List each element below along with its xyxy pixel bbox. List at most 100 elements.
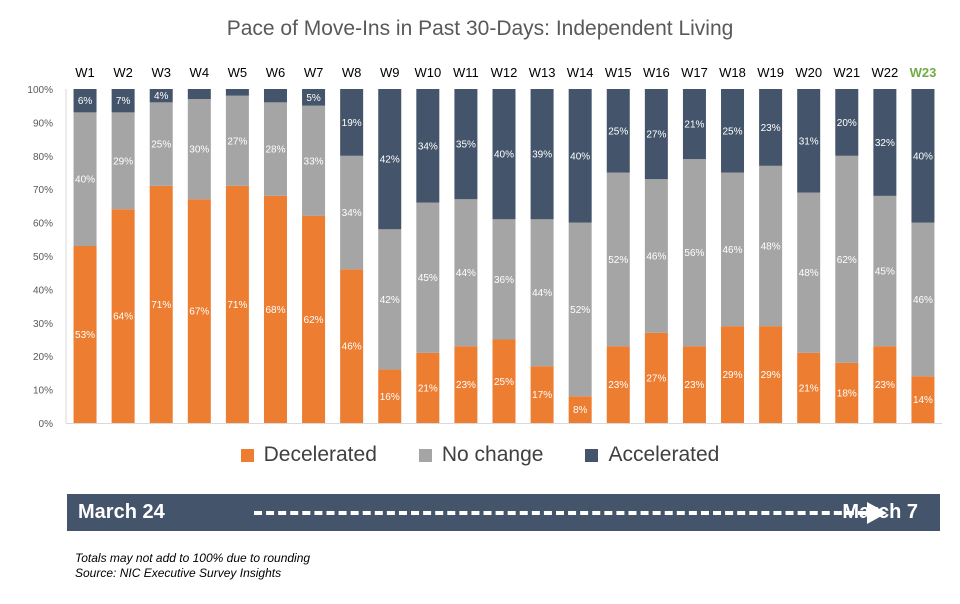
category-label-w19: W19 (757, 65, 784, 80)
data-label-decelerated-w22: 23% (875, 380, 895, 391)
bar-segment-no-change-w2 (111, 112, 135, 210)
data-label-accelerated-w18: 25% (723, 126, 743, 137)
bar-segment-no-change-w16 (644, 179, 668, 333)
bar-segment-accelerated-w5 (225, 89, 249, 96)
data-label-accelerated-w20: 31% (799, 136, 819, 147)
bar-segment-no-change-w1 (73, 112, 97, 246)
bar-segment-decelerated-w18 (721, 326, 745, 423)
bar-segment-decelerated-w3 (149, 185, 173, 423)
bar-segment-accelerated-w13 (530, 89, 554, 220)
legend-item-accelerated: Accelerated (585, 443, 719, 467)
bar-segment-accelerated-w19 (759, 89, 783, 166)
data-label-accelerated-w11: 35% (456, 140, 476, 151)
category-label-w21: W21 (833, 65, 860, 80)
bar-segment-accelerated-w15 (606, 89, 630, 173)
category-label-w23: W23 (910, 65, 937, 80)
bar-segment-accelerated-w12 (492, 89, 516, 220)
legend: Decelerated No change Accelerated (0, 443, 960, 467)
bar-segment-decelerated-w9 (378, 369, 402, 423)
legend-item-no-change: No change (418, 443, 543, 467)
data-label-no-change-w16: 46% (646, 252, 666, 263)
data-label-accelerated-w1: 6% (78, 96, 93, 107)
bar-segment-accelerated-w4 (187, 89, 211, 100)
bar-segment-decelerated-w22 (873, 346, 897, 423)
bar-segment-accelerated-w1 (73, 89, 97, 113)
y-tick-label: 80% (33, 152, 53, 163)
data-label-accelerated-w16: 27% (646, 130, 666, 141)
category-label-w18: W18 (719, 65, 746, 80)
category-label-w22: W22 (872, 65, 899, 80)
y-tick-label: 10% (33, 386, 53, 397)
bar-segment-accelerated-w8 (340, 89, 364, 156)
legend-swatch-no-change (418, 448, 432, 462)
data-label-no-change-w14: 52% (570, 305, 590, 316)
legend-label-decelerated: Decelerated (263, 443, 377, 466)
bar-segment-no-change-w6 (263, 102, 287, 196)
data-label-accelerated-w21: 20% (837, 118, 857, 129)
bar-segment-decelerated-w1 (73, 245, 97, 423)
data-label-decelerated-w15: 23% (608, 380, 628, 391)
data-label-decelerated-w11: 23% (456, 380, 476, 391)
category-label-w5: W5 (228, 65, 248, 80)
bar-segment-decelerated-w19 (759, 326, 783, 423)
bar-segment-decelerated-w17 (682, 346, 706, 423)
bar-segment-decelerated-w6 (263, 195, 287, 423)
y-tick-label: 0% (39, 419, 54, 430)
footnotes: Totals may not add to 100% due to roundi… (75, 551, 310, 581)
bar-segment-decelerated-w14 (568, 396, 592, 423)
category-label-w11: W11 (453, 65, 479, 80)
data-label-no-change-w18: 46% (723, 245, 743, 256)
data-label-no-change-w19: 48% (761, 241, 781, 252)
bar-segment-accelerated-w22 (873, 89, 897, 196)
data-label-decelerated-w10: 21% (418, 383, 438, 394)
data-label-accelerated-w23: 40% (913, 151, 933, 162)
bar-segment-accelerated-w20 (797, 89, 821, 193)
legend-swatch-decelerated (240, 448, 254, 462)
footnote-source: Source: NIC Executive Survey Insights (75, 566, 282, 580)
category-label-w14: W14 (567, 65, 594, 80)
data-label-accelerated-w8: 19% (342, 118, 362, 129)
data-label-accelerated-w3: 4% (154, 91, 169, 102)
bar-segment-accelerated-w10 (416, 89, 440, 203)
bar-segment-no-change-w20 (797, 192, 821, 353)
timeline-end-label: March 7 (842, 501, 918, 523)
data-label-no-change-w8: 34% (342, 208, 362, 219)
data-label-accelerated-w13: 39% (532, 150, 552, 161)
data-label-decelerated-w18: 29% (723, 370, 743, 381)
bar-segment-accelerated-w6 (263, 89, 287, 103)
data-label-accelerated-w9: 42% (380, 155, 400, 166)
category-label-w1: W1 (75, 65, 95, 80)
data-label-decelerated-w23: 14% (913, 395, 933, 406)
bar-segment-no-change-w13 (530, 219, 554, 367)
bar-segment-accelerated-w3 (149, 89, 173, 103)
data-label-no-change-w20: 48% (799, 268, 819, 279)
category-label-w7: W7 (304, 65, 324, 80)
data-label-accelerated-w17: 21% (684, 120, 704, 131)
bar-segment-decelerated-w23 (911, 376, 935, 423)
y-tick-label: 90% (33, 118, 53, 129)
category-label-w9: W9 (380, 65, 400, 80)
data-label-decelerated-w21: 18% (837, 388, 857, 399)
bar-segment-accelerated-w17 (682, 89, 706, 160)
data-label-no-change-w2: 29% (113, 156, 133, 167)
y-tick-label: 20% (33, 352, 53, 363)
data-label-no-change-w17: 56% (684, 248, 704, 259)
data-label-accelerated-w10: 34% (418, 141, 438, 152)
bar-segment-decelerated-w8 (340, 269, 364, 423)
data-label-accelerated-w22: 32% (875, 138, 895, 149)
bar-segment-no-change-w14 (568, 222, 592, 397)
category-label-w6: W6 (266, 65, 286, 80)
y-tick-label: 70% (33, 185, 53, 196)
data-label-decelerated-w4: 67% (189, 307, 209, 318)
data-label-accelerated-w15: 25% (608, 126, 628, 137)
bar-segment-accelerated-w18 (721, 89, 745, 173)
data-label-no-change-w4: 30% (189, 145, 209, 156)
data-label-no-change-w10: 45% (418, 273, 438, 284)
data-label-decelerated-w14: 8% (573, 405, 588, 416)
bar-segment-no-change-w4 (187, 99, 211, 200)
bar-segment-accelerated-w7 (302, 89, 326, 106)
data-label-no-change-w3: 25% (151, 140, 171, 151)
bar-segment-decelerated-w13 (530, 366, 554, 423)
y-tick-label: 40% (33, 285, 53, 296)
data-label-no-change-w21: 62% (837, 255, 857, 266)
